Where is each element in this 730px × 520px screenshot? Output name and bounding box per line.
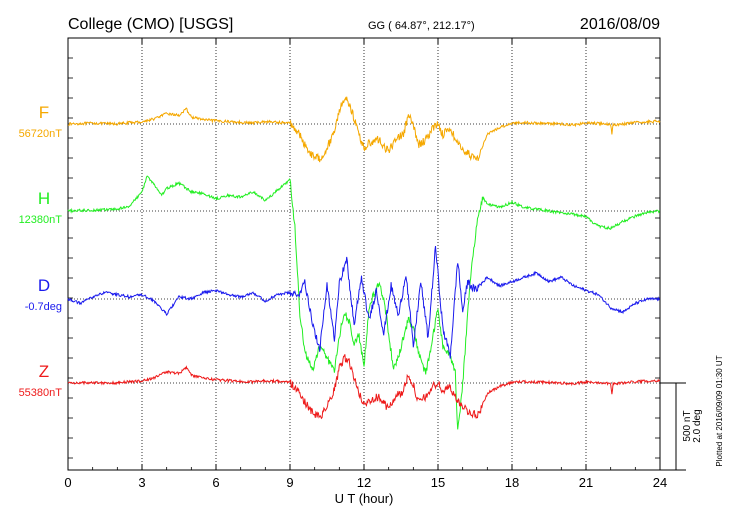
scale-bar: 500 nT 2.0 deg — [660, 382, 703, 471]
series-name-h: H — [38, 189, 50, 208]
x-tick-label: 12 — [357, 475, 371, 490]
x-tick-label: 21 — [579, 475, 593, 490]
series-labels: F 56720nT H 12380nT D -0.7deg Z 55380nT — [19, 103, 63, 399]
plotted-at-footer: Plotted at 2016/09/09 01:30 UT — [715, 355, 724, 466]
series-baseline-d: -0.7deg — [25, 301, 62, 313]
station-title: College (CMO) [USGS] — [68, 16, 233, 33]
x-tick-label: 18 — [505, 475, 519, 490]
series-name-z: Z — [39, 362, 49, 381]
plot-date: 2016/08/09 — [580, 16, 660, 33]
series-baseline-h: 12380nT — [19, 214, 63, 226]
x-tick-label: 6 — [212, 475, 219, 490]
x-axis: 0 3 6 9 12 15 18 21 24 — [64, 38, 667, 490]
x-tick-label: 0 — [64, 475, 71, 490]
grid — [68, 38, 660, 470]
station-coords: GG ( 64.87°, 212.17°) — [368, 20, 475, 32]
x-axis-label: U T (hour) — [335, 491, 394, 506]
x-tick-label: 3 — [138, 475, 145, 490]
series-name-d: D — [38, 276, 50, 295]
series-line-h — [67, 175, 661, 430]
x-tick-label: 9 — [286, 475, 293, 490]
scale-bar-deg-label: 2.0 deg — [692, 409, 703, 442]
series-baseline-z: 55380nT — [19, 387, 63, 399]
series-group — [67, 96, 661, 430]
x-tick-label: 24 — [653, 475, 667, 490]
series-line-z — [67, 354, 661, 420]
x-tick-label: 15 — [431, 475, 445, 490]
scale-bar-nt-label: 500 nT — [682, 410, 693, 441]
series-line-f — [67, 96, 661, 163]
series-line-d — [67, 246, 661, 359]
series-name-f: F — [39, 103, 49, 122]
series-baseline-f: 56720nT — [19, 128, 63, 140]
